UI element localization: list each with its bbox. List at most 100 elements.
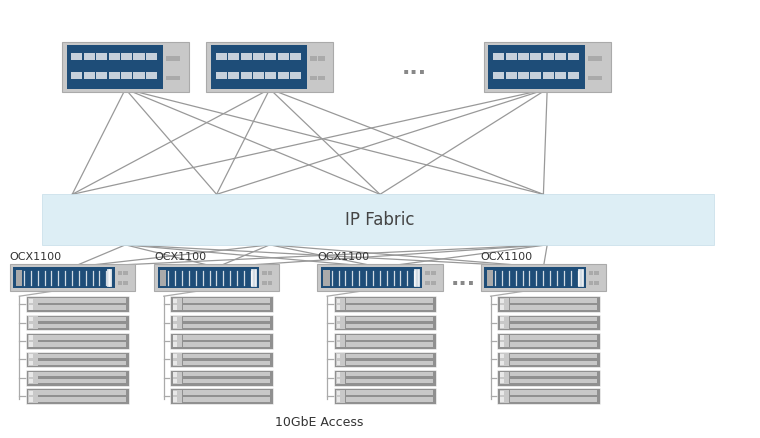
Bar: [154, 265, 279, 292]
Bar: [337, 336, 340, 340]
Bar: [26, 389, 128, 404]
Bar: [38, 372, 125, 377]
Bar: [173, 379, 177, 384]
Bar: [334, 389, 436, 404]
Bar: [310, 76, 317, 81]
Bar: [568, 53, 578, 61]
Bar: [431, 281, 435, 285]
Text: IP Fabric: IP Fabric: [345, 211, 415, 229]
Bar: [173, 354, 177, 358]
Bar: [253, 73, 264, 80]
Bar: [28, 390, 37, 403]
Bar: [486, 270, 493, 286]
Bar: [346, 354, 433, 358]
Bar: [499, 390, 508, 403]
Bar: [500, 336, 504, 340]
Bar: [499, 317, 508, 329]
Bar: [337, 398, 340, 402]
Bar: [121, 73, 132, 80]
Bar: [268, 281, 272, 285]
Bar: [173, 299, 177, 303]
Bar: [431, 272, 435, 276]
Text: OCX1100: OCX1100: [318, 251, 369, 261]
Bar: [173, 317, 182, 329]
Bar: [500, 299, 504, 303]
Bar: [42, 195, 714, 245]
Bar: [334, 315, 436, 331]
Bar: [337, 372, 340, 377]
Bar: [182, 354, 270, 358]
Bar: [518, 53, 529, 61]
Bar: [500, 317, 504, 321]
Bar: [160, 270, 166, 286]
Bar: [14, 268, 115, 289]
Bar: [170, 297, 273, 312]
Bar: [509, 317, 597, 321]
Bar: [29, 354, 33, 358]
Bar: [241, 73, 252, 80]
Bar: [324, 270, 330, 286]
Bar: [497, 352, 600, 367]
Bar: [253, 53, 264, 61]
Bar: [290, 53, 301, 61]
Bar: [268, 272, 272, 276]
Bar: [123, 272, 128, 276]
Bar: [182, 343, 270, 347]
Bar: [426, 272, 430, 276]
Bar: [587, 46, 604, 90]
Bar: [170, 352, 273, 367]
Bar: [38, 299, 125, 303]
Bar: [29, 398, 33, 402]
Bar: [26, 333, 128, 349]
Bar: [278, 73, 289, 80]
Bar: [9, 265, 135, 292]
Bar: [336, 372, 345, 384]
Bar: [505, 73, 517, 80]
Bar: [509, 336, 597, 340]
Bar: [29, 336, 33, 340]
Bar: [594, 281, 599, 285]
Bar: [71, 53, 82, 61]
Text: ...: ...: [401, 58, 427, 78]
Bar: [509, 343, 597, 347]
Bar: [241, 53, 252, 61]
Text: ...: ...: [451, 268, 477, 288]
Bar: [38, 398, 125, 402]
Bar: [497, 333, 600, 349]
Bar: [336, 298, 345, 311]
Bar: [173, 57, 180, 62]
Bar: [500, 361, 504, 365]
Bar: [423, 268, 439, 289]
Bar: [336, 317, 345, 329]
Bar: [134, 73, 144, 80]
Bar: [116, 268, 131, 289]
Bar: [500, 306, 504, 310]
Bar: [173, 391, 177, 395]
Bar: [118, 281, 122, 285]
Bar: [182, 336, 270, 340]
Bar: [499, 298, 508, 311]
Bar: [84, 53, 95, 61]
Bar: [28, 298, 37, 311]
Bar: [493, 73, 504, 80]
Bar: [509, 398, 597, 402]
Bar: [346, 306, 433, 310]
Bar: [97, 73, 107, 80]
Bar: [166, 76, 173, 81]
Bar: [587, 76, 594, 81]
Bar: [318, 57, 325, 62]
Bar: [173, 336, 177, 340]
Bar: [568, 73, 578, 80]
Bar: [84, 73, 95, 80]
Bar: [337, 379, 340, 384]
Bar: [530, 73, 541, 80]
Bar: [497, 370, 600, 386]
Bar: [26, 370, 128, 386]
Bar: [216, 73, 226, 80]
Bar: [28, 317, 37, 329]
Bar: [170, 370, 273, 386]
Bar: [594, 272, 599, 276]
Bar: [182, 361, 270, 365]
Bar: [336, 390, 345, 403]
Bar: [134, 53, 144, 61]
